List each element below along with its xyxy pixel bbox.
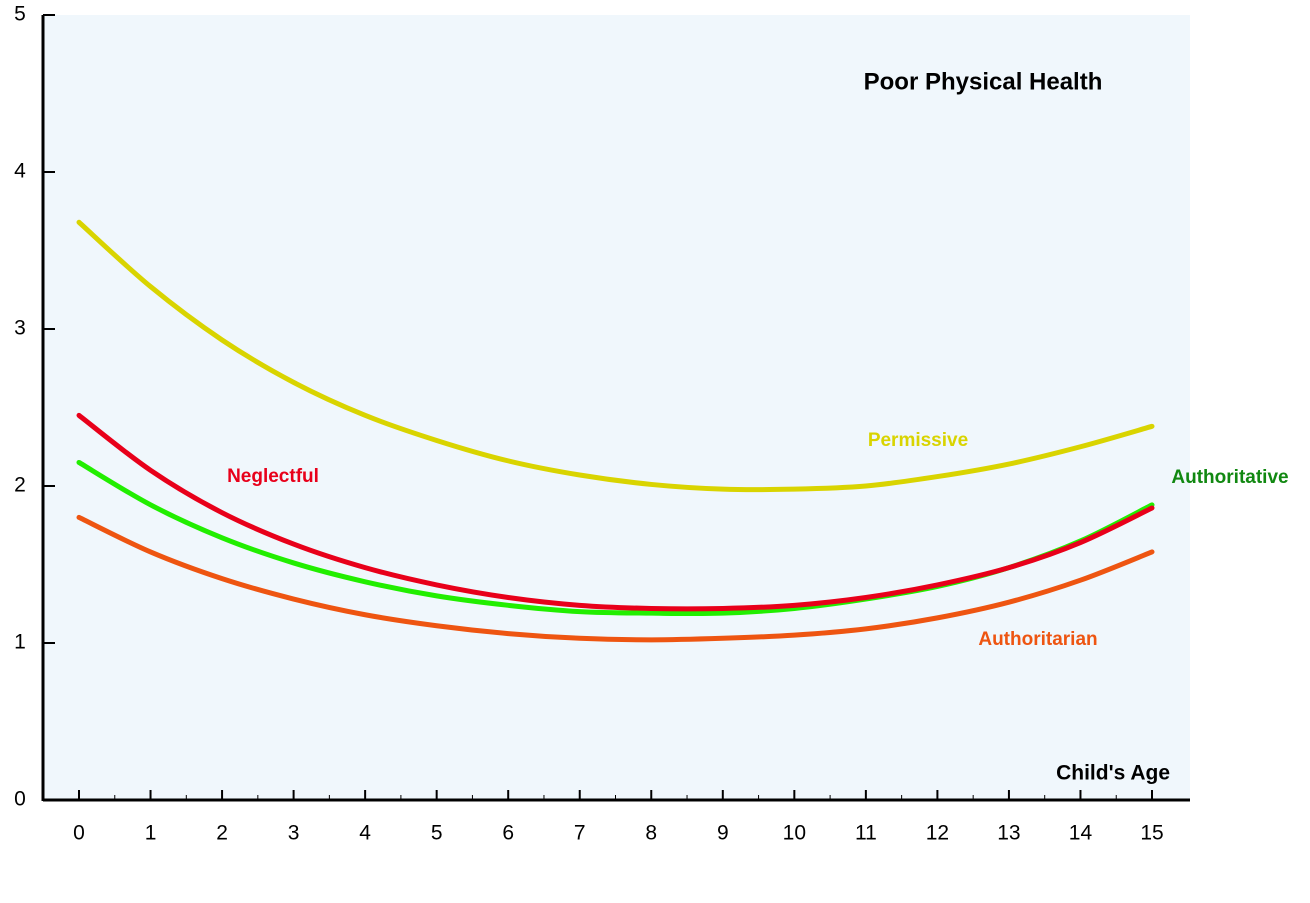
series-label: Permissive [868,430,968,451]
plot-background [43,15,1190,800]
x-tick-label: 1 [145,822,157,845]
x-tick-label: 6 [502,822,514,845]
x-tick-label: 3 [288,822,300,845]
y-tick-label: 1 [14,631,26,654]
y-tick-label: 4 [14,160,26,183]
series-label: Authoritative [1171,467,1288,488]
y-tick-label: 0 [14,788,26,811]
x-tick-label: 9 [717,822,729,845]
x-tick-label: 8 [645,822,657,845]
x-tick-label: 12 [926,822,949,845]
series-label: Authoritarian [978,629,1097,650]
x-tick-label: 2 [216,822,228,845]
x-tick-label: 10 [783,822,806,845]
x-tick-label: 11 [855,822,877,845]
x-tick-label: 0 [73,822,85,845]
x-tick-label: 5 [431,822,443,845]
x-tick-label: 13 [997,822,1020,845]
y-tick-label: 2 [14,474,26,497]
x-tick-label: 14 [1069,822,1093,845]
series-line [76,219,1155,493]
x-tick-label: 4 [359,822,371,845]
series-line [76,514,1155,643]
x-axis-label: Child's Age [1056,762,1170,785]
y-tick-label: 3 [14,317,26,340]
x-tick-label: 7 [574,822,586,845]
x-tick-label: 15 [1140,822,1163,845]
series-line [76,412,1155,612]
chart-title: Poor Physical Health [864,68,1103,95]
y-tick-label: 5 [14,3,26,26]
series-label: Neglectful [227,466,319,487]
